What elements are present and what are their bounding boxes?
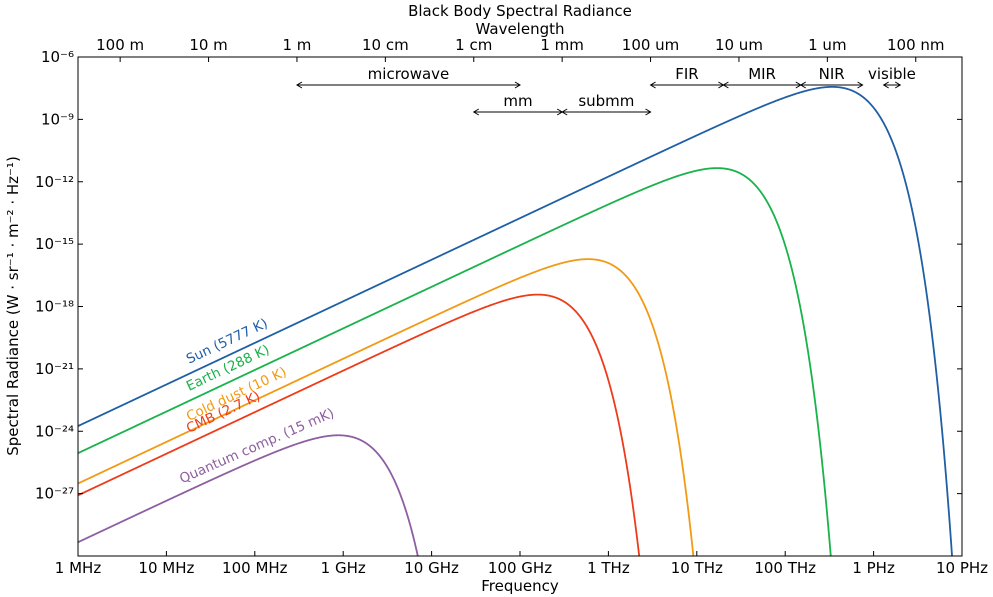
- band-label: microwave: [368, 65, 450, 83]
- series-line: [78, 258, 695, 556]
- x-tick-label: 1 GHz: [321, 559, 366, 577]
- band-arrow-head-right: [645, 108, 652, 116]
- y-tick-label: 10⁻¹⁵: [35, 235, 74, 253]
- wavelength-tick-label: 1 m: [282, 36, 311, 54]
- x-tick-label: 100 THz: [754, 559, 816, 577]
- band-arrow-head-left: [296, 81, 303, 89]
- axis-layer: 1 MHz 10 MHz 100 MHz 1 GHz 10 GHz 100 GHz 1 TH…: [35, 36, 988, 577]
- x-axis-title: Frequency: [481, 577, 559, 595]
- band-label: MIR: [748, 65, 776, 83]
- series-line: [78, 85, 953, 556]
- wavelength-tick-label: 1 mm: [540, 36, 584, 54]
- x-tick-label: 1 THz: [587, 559, 630, 577]
- y-tick-label: 10⁻⁹: [41, 110, 74, 128]
- y-tick-label: 10⁻²¹: [35, 360, 74, 378]
- band-visible: visible: [868, 65, 916, 89]
- band-label: FIR: [675, 65, 698, 83]
- x-tick-label: 10 MHz: [138, 559, 194, 577]
- wavelength-tick-label: 10 m: [189, 36, 227, 54]
- band-arrow-head-left: [882, 81, 889, 89]
- wavelength-tick-label: 10 cm: [362, 36, 409, 54]
- y-tick-label: 10⁻¹⁸: [35, 298, 74, 316]
- band-arrow-head-left: [649, 81, 656, 89]
- band-label: NIR: [819, 65, 845, 83]
- series-layer: [78, 85, 953, 556]
- wavelength-tick-label: 1 um: [808, 36, 846, 54]
- band-arrow-head-left: [722, 81, 729, 89]
- wavelength-tick-label: 100 nm: [887, 36, 945, 54]
- band-mm: mm: [472, 92, 564, 116]
- wavelength-tick-label: 100 m: [96, 36, 144, 54]
- band-microwave: microwave: [296, 65, 521, 89]
- wavelength-tick-label: 10 um: [715, 36, 763, 54]
- band-label: submm: [578, 92, 634, 110]
- x-tick-label: 100 MHz: [222, 559, 288, 577]
- y-tick-label: 10⁻¹²: [35, 173, 74, 191]
- wavelength-tick-label: 100 um: [622, 36, 680, 54]
- band-layer: microwave FIR MIR NIR visible mm submm: [296, 65, 916, 116]
- series-line: [78, 293, 641, 556]
- chart-title: Black Body Spectral Radiance: [408, 2, 632, 20]
- top-axis-title: Wavelength: [476, 20, 565, 38]
- wavelength-tick-label: 1 cm: [455, 36, 492, 54]
- x-tick-label: 10 PHz: [936, 559, 988, 577]
- x-tick-label: 10 THz: [671, 559, 723, 577]
- band-arrow-head-left: [799, 81, 807, 89]
- series-line: [78, 434, 419, 556]
- band-fir: FIR: [649, 65, 725, 89]
- band-label: visible: [868, 65, 916, 83]
- y-tick-label: 10⁻²⁴: [35, 422, 74, 440]
- x-tick-label: 1 MHz: [55, 559, 102, 577]
- y-tick-label: 10⁻²⁷: [35, 485, 74, 503]
- band-arrow-head-left: [472, 108, 480, 116]
- band-arrow-head-right: [857, 81, 864, 89]
- series-line: [78, 167, 832, 556]
- x-tick-label: 10 GHz: [404, 559, 459, 577]
- x-tick-label: 100 GHz: [488, 559, 552, 577]
- band-arrow-head-right: [514, 81, 521, 89]
- band-mir: MIR: [722, 65, 802, 89]
- y-axis-title: Spectral Radiance (W · sr⁻¹ · m⁻² · Hz⁻¹…: [4, 156, 22, 456]
- band-nir: NIR: [799, 65, 864, 89]
- band-label: mm: [503, 92, 532, 110]
- band-arrow-head-right: [894, 81, 902, 89]
- band-arrow-head-left: [561, 108, 568, 116]
- x-tick-label: 1 PHz: [852, 559, 895, 577]
- band-submm: submm: [561, 92, 652, 116]
- y-tick-label: 10⁻⁶: [41, 48, 74, 66]
